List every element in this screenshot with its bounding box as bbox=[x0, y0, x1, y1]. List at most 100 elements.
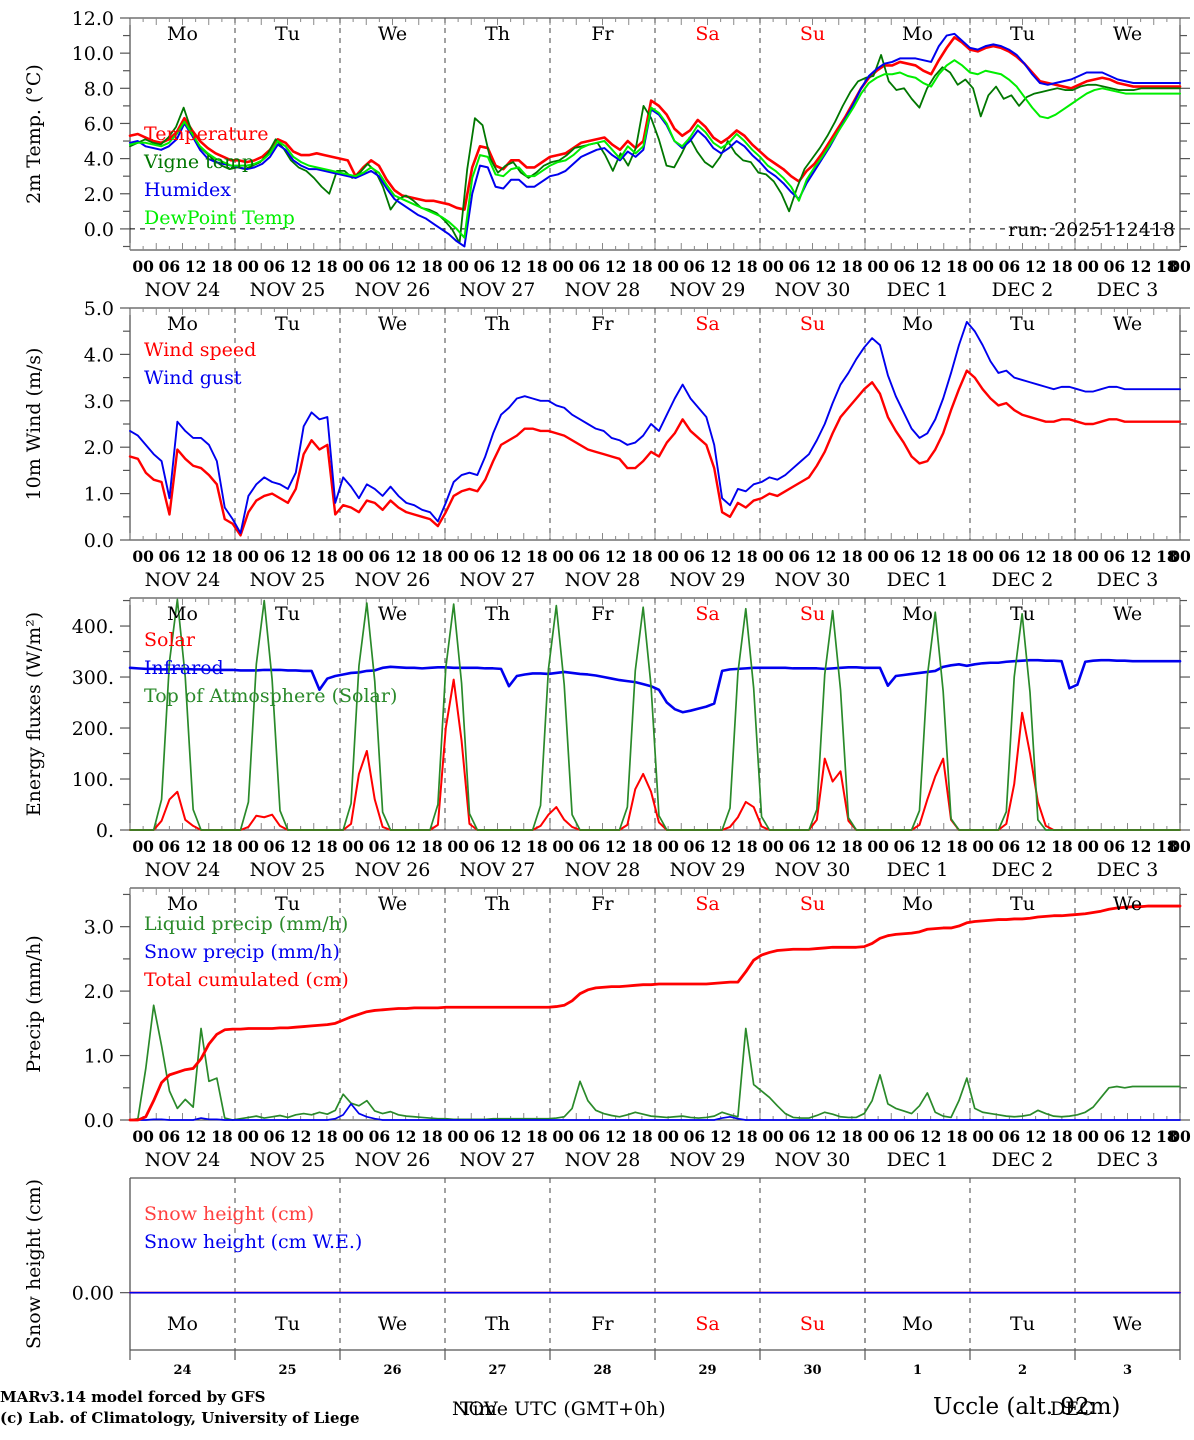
y-axis-title: 10m Wind (m/s) bbox=[23, 348, 45, 501]
y-tick-label: 0. bbox=[96, 820, 114, 842]
hour-tick-label: 18 bbox=[946, 257, 968, 276]
hour-tick-label: 06 bbox=[264, 1127, 286, 1146]
hour-tick-label: 12 bbox=[920, 257, 942, 276]
y-axis-title: Snow height (cm) bbox=[23, 1179, 45, 1349]
date-label: DEC 2 bbox=[992, 1149, 1054, 1171]
day-number-label: 25 bbox=[278, 1363, 296, 1378]
date-label: NOV 26 bbox=[355, 1149, 431, 1171]
dow-label: Th bbox=[485, 603, 510, 625]
hour-tick-label: 12 bbox=[920, 547, 942, 566]
hour-tick-label: 12 bbox=[290, 1127, 312, 1146]
hour-tick-label: 12 bbox=[1130, 547, 1152, 566]
hour-tick-label: 12 bbox=[395, 837, 417, 856]
hour-tick-label: 00 bbox=[447, 257, 469, 276]
series-dewpoint-temp bbox=[129, 59, 1181, 239]
date-label: DEC 3 bbox=[1097, 279, 1159, 301]
hour-tick-label: 06 bbox=[159, 547, 181, 566]
day-number-label: 27 bbox=[488, 1363, 506, 1378]
run-label: run: 2025112418 bbox=[1008, 219, 1175, 241]
hour-tick-label: 06 bbox=[159, 257, 181, 276]
hour-tick-label: 06 bbox=[579, 547, 601, 566]
hour-tick-label: 12 bbox=[500, 1127, 522, 1146]
y-axis-title: Energy fluxes (W/m²) bbox=[23, 612, 45, 816]
dow-label: Sa bbox=[695, 603, 719, 625]
hour-tick-label: 06 bbox=[684, 257, 706, 276]
date-label: NOV 27 bbox=[460, 569, 536, 591]
dow-label: Tu bbox=[1010, 603, 1035, 625]
hour-tick-label: 12 bbox=[605, 547, 627, 566]
y-tick-label: 0.00 bbox=[72, 1283, 114, 1305]
dow-label: Th bbox=[485, 893, 510, 915]
hour-tick-label: 18 bbox=[736, 1127, 758, 1146]
hour-tick-label: 12 bbox=[1025, 257, 1047, 276]
hour-tick-label: 06 bbox=[474, 547, 496, 566]
hour-tick-label: 06 bbox=[264, 837, 286, 856]
date-label: NOV 27 bbox=[460, 279, 536, 301]
y-tick-label: 1.0 bbox=[84, 1046, 114, 1068]
day-number-label: 3 bbox=[1123, 1363, 1132, 1378]
hour-tick-label: 00 bbox=[972, 1127, 994, 1146]
legend-label: Snow precip (mm/h) bbox=[144, 941, 340, 963]
dow-label: Mo bbox=[167, 1313, 198, 1335]
dow-label: Tu bbox=[275, 313, 300, 335]
hour-tick-label: 12 bbox=[1025, 837, 1047, 856]
dow-label: Sa bbox=[695, 313, 719, 335]
hour-tick-label: 06 bbox=[894, 837, 916, 856]
hour-tick-label: 06 bbox=[579, 1127, 601, 1146]
hour-tick-label: 12 bbox=[710, 1127, 732, 1146]
hour-tick-label: 00 bbox=[132, 547, 154, 566]
hour-tick-label: 12 bbox=[1130, 257, 1152, 276]
hour-tick-label: 06 bbox=[894, 257, 916, 276]
hour-tick-label: 18 bbox=[946, 1127, 968, 1146]
date-label: NOV 26 bbox=[355, 859, 431, 881]
y-tick-label: 6.0 bbox=[84, 113, 114, 135]
hour-tick-label: 00 bbox=[132, 837, 154, 856]
dow-label: Tu bbox=[1010, 1313, 1035, 1335]
dow-label: Sa bbox=[695, 23, 719, 45]
hour-tick-label: 18 bbox=[421, 257, 443, 276]
hour-tick-label: 18 bbox=[1051, 837, 1073, 856]
date-label: DEC 1 bbox=[887, 569, 949, 591]
hour-tick-label: 00 bbox=[552, 547, 574, 566]
date-label: NOV 30 bbox=[775, 859, 851, 881]
hour-tick-label: 06 bbox=[894, 547, 916, 566]
hour-tick-label: 00 bbox=[867, 547, 889, 566]
dow-label: We bbox=[1113, 893, 1142, 915]
series-liquid-precip-mm-h bbox=[129, 1004, 1181, 1121]
hour-tick-label: 06 bbox=[579, 257, 601, 276]
day-number-label: 29 bbox=[698, 1363, 716, 1378]
hour-tick-label: 00 bbox=[447, 1127, 469, 1146]
hour-tick-label: 00 bbox=[552, 1127, 574, 1146]
y-tick-label: 400. bbox=[72, 616, 114, 638]
hour-tick-label: 06 bbox=[684, 547, 706, 566]
date-label: NOV 25 bbox=[250, 1149, 326, 1171]
hour-tick-label: 06 bbox=[789, 257, 811, 276]
series-vigne-temp bbox=[129, 54, 1181, 244]
hour-tick-label: 06 bbox=[789, 547, 811, 566]
hour-tick-label: 12 bbox=[1025, 1127, 1047, 1146]
hour-tick-label: 18 bbox=[211, 1127, 233, 1146]
hour-tick-label: 00 bbox=[1169, 257, 1191, 276]
hour-tick-label: 12 bbox=[290, 837, 312, 856]
hour-tick-label: 18 bbox=[316, 837, 338, 856]
date-label: DEC 2 bbox=[992, 279, 1054, 301]
dow-label: Mo bbox=[902, 1313, 933, 1335]
dow-label: Mo bbox=[167, 603, 198, 625]
hour-tick-label: 06 bbox=[369, 257, 391, 276]
y-tick-label: 2.0 bbox=[84, 184, 114, 206]
hour-tick-label: 00 bbox=[237, 1127, 259, 1146]
hour-tick-label: 12 bbox=[395, 1127, 417, 1146]
hour-tick-label: 06 bbox=[369, 837, 391, 856]
legend-label: Total cumulated (cm) bbox=[144, 969, 349, 991]
dow-label: Tu bbox=[275, 603, 300, 625]
date-label: DEC 2 bbox=[992, 569, 1054, 591]
dow-label: We bbox=[378, 893, 407, 915]
hour-tick-label: 18 bbox=[1051, 1127, 1073, 1146]
date-label: NOV 24 bbox=[145, 279, 221, 301]
hour-tick-label: 06 bbox=[1104, 1127, 1126, 1146]
hour-tick-label: 06 bbox=[474, 257, 496, 276]
hour-tick-label: 06 bbox=[894, 1127, 916, 1146]
hour-tick-label: 12 bbox=[185, 1127, 207, 1146]
hour-tick-label: 00 bbox=[342, 257, 364, 276]
hour-tick-label: 12 bbox=[185, 547, 207, 566]
